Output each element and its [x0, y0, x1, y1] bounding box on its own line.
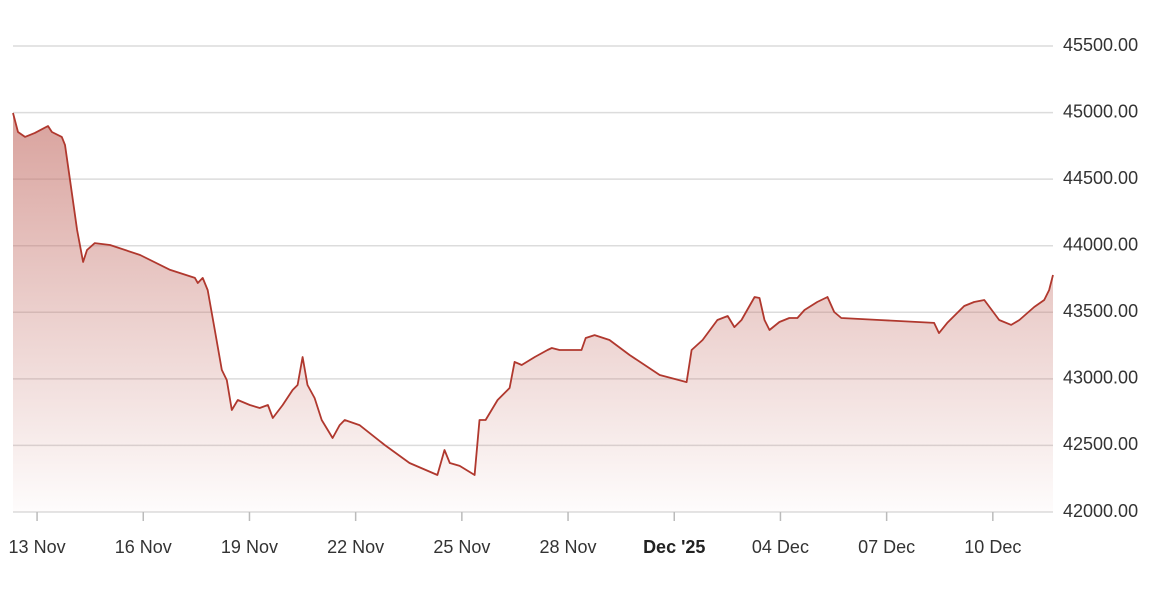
area-fill [13, 113, 1053, 512]
y-tick-label: 45000.00 [1063, 101, 1138, 121]
x-tick-label: 28 Nov [540, 537, 597, 557]
y-tick-label: 42000.00 [1063, 501, 1138, 521]
x-tick-label: 13 Nov [9, 537, 66, 557]
y-tick-label: 43000.00 [1063, 368, 1138, 388]
x-tick-label: 25 Nov [433, 537, 490, 557]
y-tick-label: 45500.00 [1063, 35, 1138, 55]
y-tick-label: 42500.00 [1063, 434, 1138, 454]
x-tick-label: Dec '25 [643, 537, 705, 557]
x-tick-label: 19 Nov [221, 537, 278, 557]
y-tick-label: 44500.00 [1063, 168, 1138, 188]
x-tick-label: 04 Dec [752, 537, 809, 557]
x-tick-label: 10 Dec [964, 537, 1021, 557]
y-tick-label: 44000.00 [1063, 234, 1138, 254]
y-tick-label: 43500.00 [1063, 301, 1138, 321]
x-tick-label: 22 Nov [327, 537, 384, 557]
price-line [12, 112, 1054, 476]
x-tick-label: 07 Dec [858, 537, 915, 557]
x-tick-label: 16 Nov [115, 537, 172, 557]
